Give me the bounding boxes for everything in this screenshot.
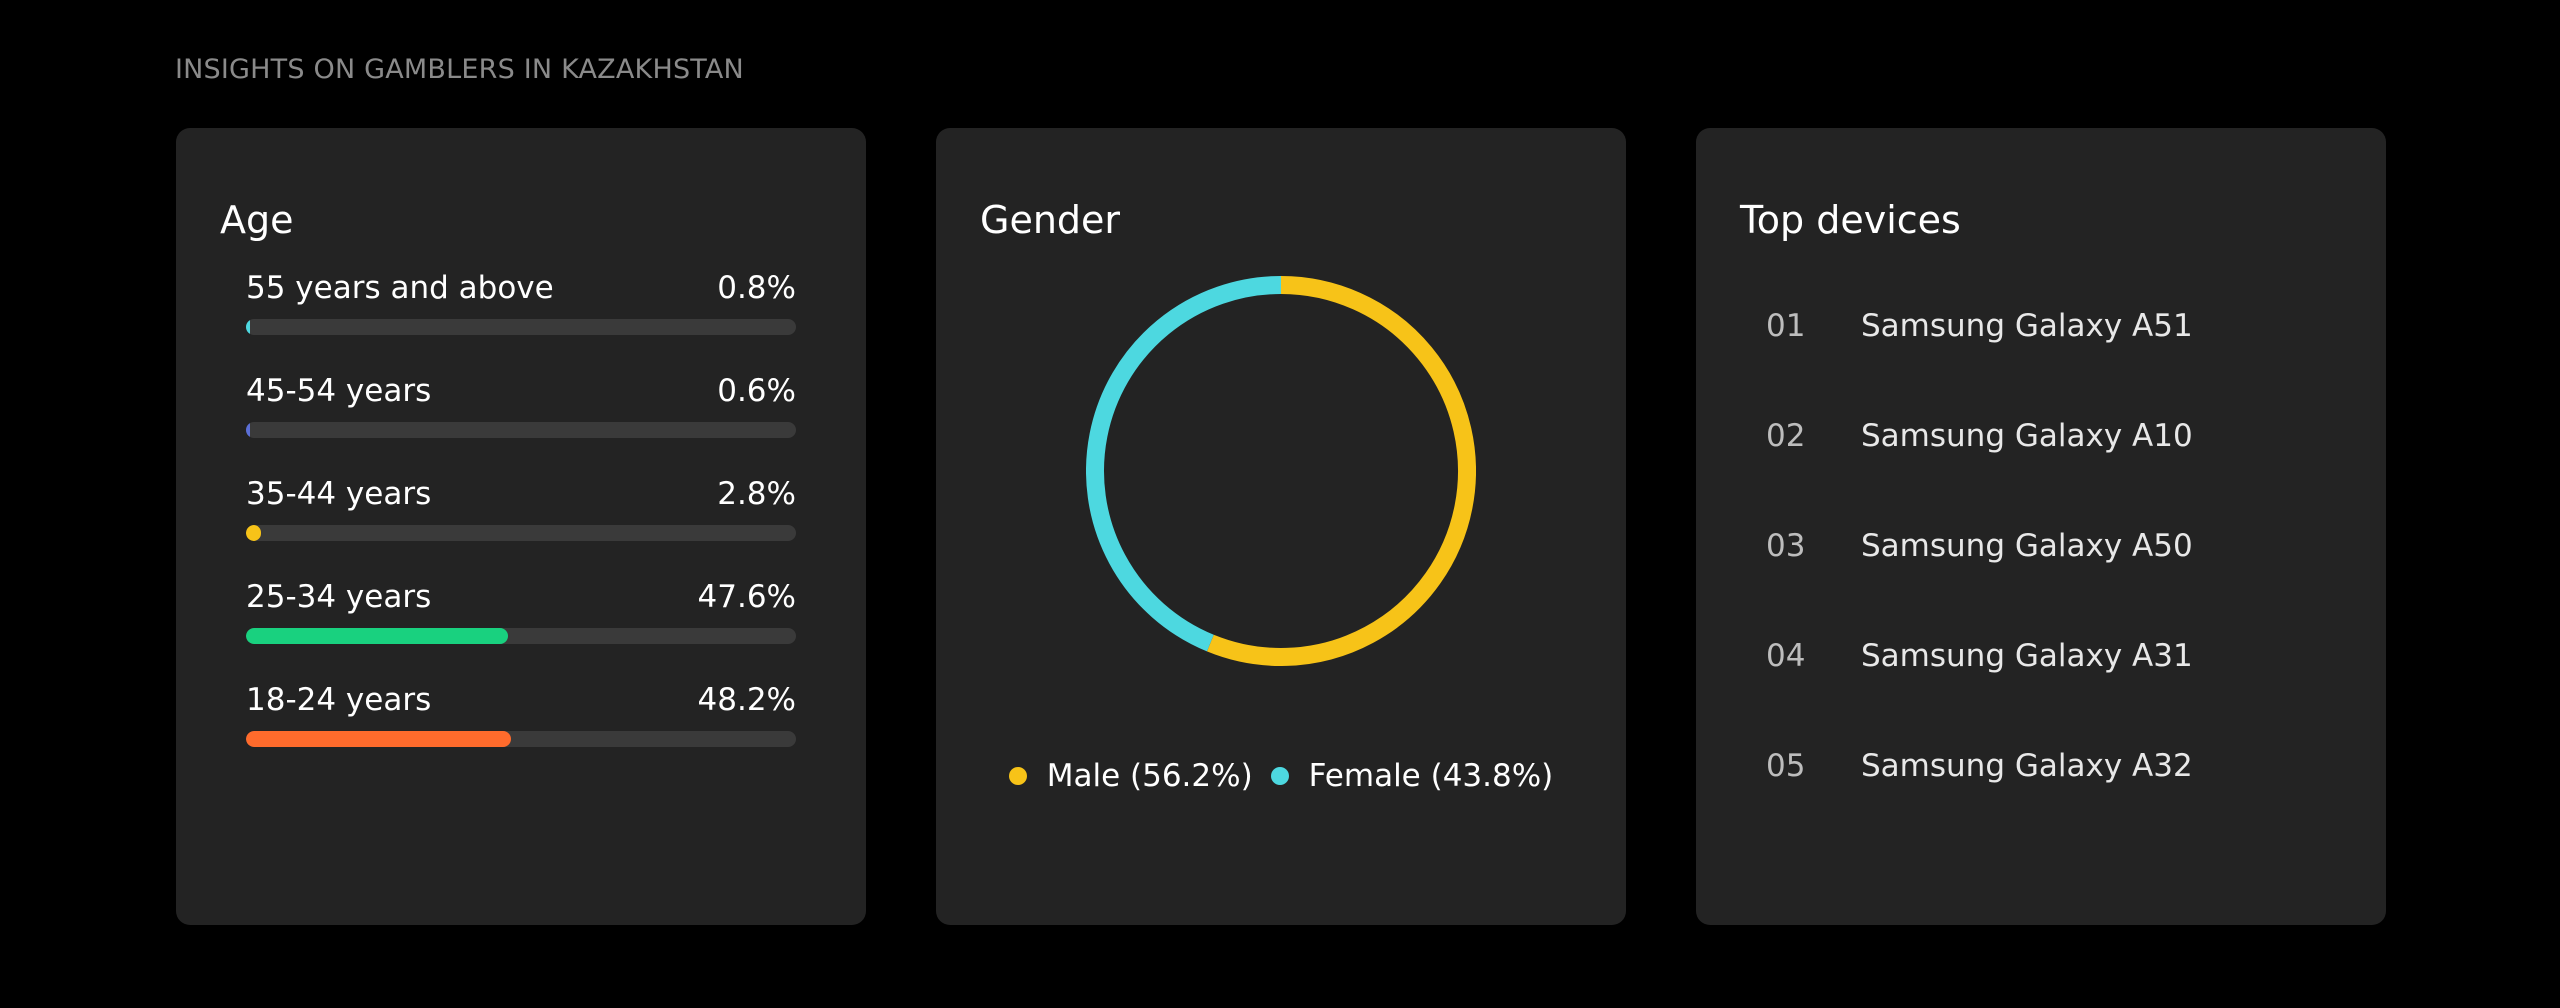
gender-legend: Male (56.2%) Female (43.8%) bbox=[936, 758, 1626, 794]
legend-label: Male (56.2%) bbox=[1046, 758, 1253, 794]
age-row: 18-24 years 48.2% bbox=[246, 680, 796, 783]
age-row: 45-54 years 0.6% bbox=[246, 371, 796, 474]
device-name: Samsung Galaxy A10 bbox=[1861, 418, 2193, 454]
device-name: Samsung Galaxy A51 bbox=[1861, 308, 2193, 344]
device-rank: 05 bbox=[1766, 748, 1806, 784]
devices-card-title: Top devices bbox=[1740, 198, 1961, 242]
device-rank: 01 bbox=[1766, 308, 1806, 344]
age-bar-track bbox=[246, 525, 796, 541]
device-list-item: 02 Samsung Galaxy A10 bbox=[1766, 418, 2326, 528]
age-card: Age 55 years and above 0.8% 45-54 years 0.6… bbox=[176, 128, 866, 925]
gender-donut-svg bbox=[1086, 276, 1476, 666]
legend-dot-icon bbox=[1008, 767, 1027, 785]
device-list-item: 03 Samsung Galaxy A50 bbox=[1766, 528, 2326, 638]
age-value: 47.6% bbox=[697, 579, 796, 615]
device-list-item: 04 Samsung Galaxy A31 bbox=[1766, 638, 2326, 748]
age-label: 35-44 years bbox=[246, 476, 432, 512]
age-label: 18-24 years bbox=[246, 682, 432, 718]
device-rank: 02 bbox=[1766, 418, 1806, 454]
legend-dot-icon bbox=[1270, 767, 1289, 785]
devices-card: Top devices 01 Samsung Galaxy A51 02 Samsun… bbox=[1696, 128, 2386, 925]
device-list: 01 Samsung Galaxy A51 02 Samsung Galaxy A10… bbox=[1766, 308, 2326, 858]
age-bar-track bbox=[246, 422, 796, 438]
age-value: 2.8% bbox=[717, 476, 796, 512]
device-list-item: 05 Samsung Galaxy A32 bbox=[1766, 748, 2326, 858]
gender-slice-male bbox=[1206, 276, 1476, 666]
age-bar bbox=[246, 422, 250, 438]
age-bar bbox=[246, 731, 512, 747]
age-bar-track bbox=[246, 731, 796, 747]
age-row: 25-34 years 47.6% bbox=[246, 577, 796, 680]
age-label: 25-34 years bbox=[246, 579, 432, 615]
gender-card-title: Gender bbox=[980, 198, 1121, 242]
page-title: INSIGHTS ON GAMBLERS IN KAZAKHSTAN bbox=[175, 54, 744, 85]
age-value: 0.8% bbox=[717, 270, 796, 306]
age-bar bbox=[246, 319, 251, 335]
gender-card: Gender Male (56.2%) Female (43.8%) bbox=[936, 128, 1626, 925]
age-label: 55 years and above bbox=[246, 270, 554, 306]
device-rank: 03 bbox=[1766, 528, 1806, 564]
gender-donut-chart bbox=[1086, 276, 1476, 666]
device-rank: 04 bbox=[1766, 638, 1806, 674]
age-bar bbox=[246, 628, 508, 644]
age-bar-track bbox=[246, 319, 796, 335]
age-bar bbox=[246, 525, 262, 541]
age-value: 0.6% bbox=[717, 373, 796, 409]
device-name: Samsung Galaxy A50 bbox=[1861, 528, 2193, 564]
device-list-item: 01 Samsung Galaxy A51 bbox=[1766, 308, 2326, 418]
age-label: 45-54 years bbox=[246, 373, 432, 409]
device-name: Samsung Galaxy A31 bbox=[1861, 638, 2193, 674]
age-value: 48.2% bbox=[697, 682, 796, 718]
legend-item: Male (56.2%) bbox=[1008, 758, 1253, 794]
age-row: 35-44 years 2.8% bbox=[246, 474, 796, 577]
gender-slice-female bbox=[1086, 276, 1282, 652]
age-card-title: Age bbox=[220, 198, 294, 242]
device-name: Samsung Galaxy A32 bbox=[1861, 748, 2193, 784]
legend-item: Female (43.8%) bbox=[1270, 758, 1554, 794]
age-bar-list: 55 years and above 0.8% 45-54 years 0.6% 35-… bbox=[246, 268, 796, 783]
legend-label: Female (43.8%) bbox=[1308, 758, 1554, 794]
age-row: 55 years and above 0.8% bbox=[246, 268, 796, 371]
age-bar-track bbox=[246, 628, 796, 644]
